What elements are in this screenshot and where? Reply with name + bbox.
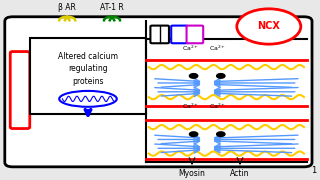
FancyBboxPatch shape: [10, 51, 30, 129]
Circle shape: [237, 9, 301, 44]
Circle shape: [217, 74, 225, 78]
Text: Myosin: Myosin: [179, 170, 205, 179]
Text: Ca$^{2+}$: Ca$^{2+}$: [209, 102, 226, 111]
FancyBboxPatch shape: [5, 17, 312, 167]
Text: 1: 1: [312, 166, 317, 175]
Text: NCX: NCX: [257, 21, 280, 31]
FancyBboxPatch shape: [171, 26, 188, 43]
Circle shape: [189, 74, 198, 78]
Text: Ca$^{2+}$: Ca$^{2+}$: [182, 44, 199, 53]
Text: Actin: Actin: [230, 170, 250, 179]
FancyBboxPatch shape: [187, 26, 203, 43]
Text: β AR: β AR: [58, 3, 76, 12]
FancyBboxPatch shape: [30, 38, 146, 114]
Circle shape: [217, 132, 225, 136]
Text: AT-1 R: AT-1 R: [100, 3, 124, 12]
Text: Ca$^{2+}$: Ca$^{2+}$: [182, 102, 199, 111]
Text: Ca$^{2+}$: Ca$^{2+}$: [209, 44, 226, 53]
Ellipse shape: [59, 91, 117, 107]
Text: Altered calcium
regulating
proteins: Altered calcium regulating proteins: [58, 52, 118, 86]
Circle shape: [189, 132, 198, 136]
FancyBboxPatch shape: [150, 26, 169, 43]
